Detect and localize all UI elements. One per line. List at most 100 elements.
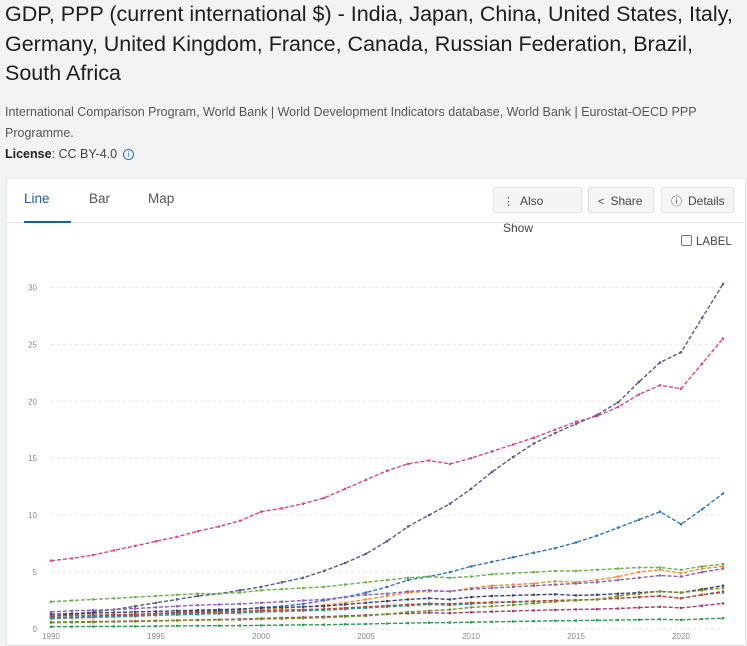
data-point[interactable] bbox=[217, 608, 221, 611]
data-point[interactable] bbox=[322, 569, 326, 573]
data-point[interactable] bbox=[133, 595, 137, 599]
data-point[interactable] bbox=[490, 600, 494, 604]
data-point[interactable] bbox=[574, 608, 578, 611]
data-point[interactable] bbox=[721, 586, 725, 590]
data-point[interactable] bbox=[343, 561, 347, 565]
data-point[interactable] bbox=[469, 575, 473, 578]
data-point[interactable] bbox=[574, 541, 578, 544]
data-point[interactable] bbox=[322, 616, 326, 619]
data-point[interactable] bbox=[532, 593, 536, 597]
data-point[interactable] bbox=[700, 316, 704, 320]
data-point[interactable] bbox=[448, 502, 452, 506]
data-point[interactable] bbox=[49, 600, 53, 603]
data-point[interactable] bbox=[616, 567, 620, 570]
data-point[interactable] bbox=[238, 589, 242, 592]
data-point[interactable] bbox=[217, 592, 221, 595]
data-point[interactable] bbox=[679, 597, 683, 600]
data-point[interactable] bbox=[679, 606, 683, 610]
data-point[interactable] bbox=[553, 593, 557, 596]
data-point[interactable] bbox=[532, 570, 536, 574]
data-point[interactable] bbox=[490, 573, 494, 576]
data-point[interactable] bbox=[637, 566, 641, 569]
data-point[interactable] bbox=[91, 611, 95, 615]
data-point[interactable] bbox=[154, 606, 158, 609]
data-point[interactable] bbox=[406, 462, 410, 466]
data-point[interactable] bbox=[574, 420, 578, 424]
data-point[interactable] bbox=[112, 608, 116, 611]
data-point[interactable] bbox=[448, 621, 452, 624]
tab-bar[interactable]: Bar bbox=[89, 191, 111, 206]
data-point[interactable] bbox=[469, 456, 473, 460]
data-point[interactable] bbox=[532, 582, 536, 585]
data-point[interactable] bbox=[364, 622, 368, 626]
data-point[interactable] bbox=[721, 567, 725, 570]
data-point[interactable] bbox=[658, 510, 662, 513]
data-point[interactable] bbox=[217, 610, 221, 614]
data-point[interactable] bbox=[616, 405, 620, 409]
data-point[interactable] bbox=[595, 619, 599, 622]
data-point[interactable] bbox=[448, 462, 452, 466]
data-point[interactable] bbox=[595, 581, 599, 584]
data-point[interactable] bbox=[301, 576, 305, 580]
data-point[interactable] bbox=[553, 428, 557, 431]
data-point[interactable] bbox=[280, 587, 284, 591]
data-point[interactable] bbox=[469, 601, 473, 605]
data-point[interactable] bbox=[406, 603, 410, 606]
data-point[interactable] bbox=[196, 594, 200, 598]
data-point[interactable] bbox=[553, 431, 557, 435]
data-point[interactable] bbox=[91, 598, 95, 601]
data-point[interactable] bbox=[280, 608, 284, 612]
data-point[interactable] bbox=[238, 624, 242, 627]
data-point[interactable] bbox=[280, 606, 284, 609]
data-point[interactable] bbox=[448, 576, 452, 580]
data-point[interactable] bbox=[364, 478, 368, 482]
data-point[interactable] bbox=[700, 362, 704, 365]
data-point[interactable] bbox=[427, 611, 431, 615]
series-line[interactable] bbox=[50, 283, 724, 618]
data-point[interactable] bbox=[721, 337, 725, 340]
data-point[interactable] bbox=[616, 401, 620, 404]
data-point[interactable] bbox=[490, 610, 494, 613]
data-point[interactable] bbox=[196, 611, 200, 614]
data-point[interactable] bbox=[196, 592, 200, 595]
data-point[interactable] bbox=[343, 595, 347, 599]
data-point[interactable] bbox=[511, 443, 515, 446]
data-point[interactable] bbox=[553, 546, 557, 550]
data-point[interactable] bbox=[175, 619, 179, 622]
data-point[interactable] bbox=[427, 575, 431, 578]
data-point[interactable] bbox=[637, 606, 641, 609]
data-point[interactable] bbox=[679, 351, 683, 354]
data-point[interactable] bbox=[364, 591, 368, 594]
data-point[interactable] bbox=[301, 608, 305, 611]
data-point[interactable] bbox=[259, 609, 263, 613]
data-point[interactable] bbox=[133, 625, 137, 628]
data-point[interactable] bbox=[154, 610, 158, 613]
data-point[interactable] bbox=[532, 609, 536, 612]
data-point[interactable] bbox=[91, 620, 95, 624]
data-point[interactable] bbox=[679, 575, 683, 578]
label-toggle[interactable]: LABEL bbox=[681, 235, 732, 248]
data-point[interactable] bbox=[721, 584, 725, 587]
data-point[interactable] bbox=[448, 590, 452, 593]
data-point[interactable] bbox=[406, 578, 410, 582]
data-point[interactable] bbox=[70, 599, 74, 602]
details-button[interactable]: ⓘ Details bbox=[661, 187, 734, 213]
data-point[interactable] bbox=[553, 619, 557, 623]
data-point[interactable] bbox=[490, 620, 494, 624]
data-point[interactable] bbox=[469, 611, 473, 614]
data-point[interactable] bbox=[700, 604, 704, 607]
data-point[interactable] bbox=[112, 611, 116, 614]
data-point[interactable] bbox=[511, 594, 515, 597]
data-point[interactable] bbox=[700, 617, 704, 621]
data-point[interactable] bbox=[427, 589, 431, 592]
data-point[interactable] bbox=[532, 619, 536, 623]
data-point[interactable] bbox=[175, 611, 179, 615]
data-point[interactable] bbox=[91, 553, 95, 557]
data-point[interactable] bbox=[343, 603, 347, 606]
data-point[interactable] bbox=[280, 600, 284, 603]
data-point[interactable] bbox=[196, 624, 200, 628]
data-point[interactable] bbox=[553, 569, 557, 573]
data-point[interactable] bbox=[406, 610, 410, 614]
data-point[interactable] bbox=[511, 620, 515, 623]
data-point[interactable] bbox=[616, 592, 620, 595]
